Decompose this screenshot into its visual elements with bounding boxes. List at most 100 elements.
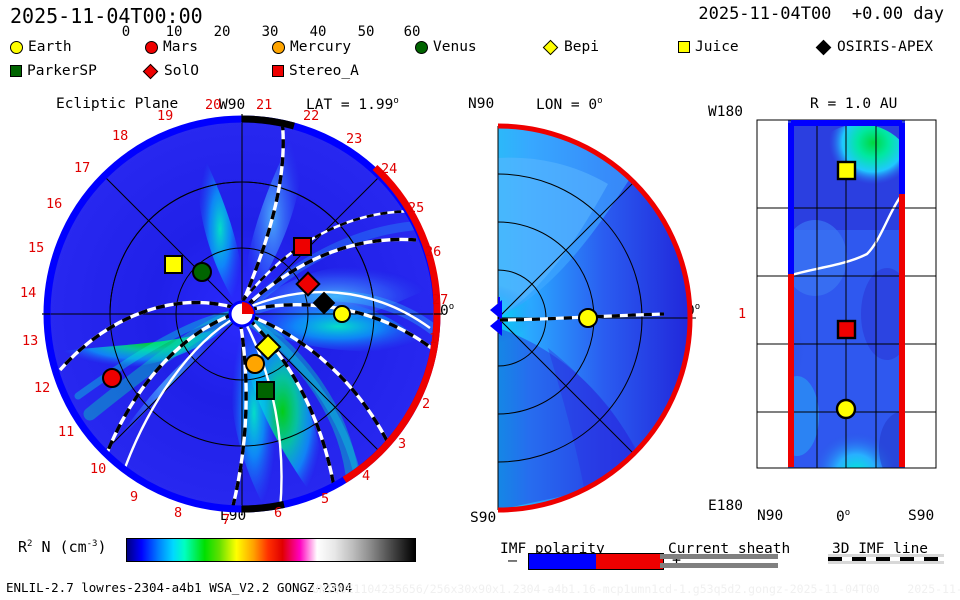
legend-item-venus: Venus xyxy=(415,40,477,54)
mars-marker-icon xyxy=(145,40,158,54)
legend-label: Mercury xyxy=(290,39,352,55)
bepi-marker-icon xyxy=(254,333,282,361)
legend-item-parkersp: ParkerSP xyxy=(10,64,97,78)
legend-item-osiris-apex: OSIRIS-APEX xyxy=(815,39,934,55)
imf-positive-sign: + xyxy=(672,551,682,569)
hour-label-19: 19 xyxy=(157,108,174,124)
colorbar-label-sup2: -3 xyxy=(86,539,98,549)
degree-sign: o xyxy=(448,302,455,312)
panel3-top-left-label: W180 xyxy=(708,104,743,120)
panel1-top-label: W90 xyxy=(219,97,246,113)
panel1-right-label: 0o xyxy=(440,302,454,319)
ecliptic-plane-panel xyxy=(42,114,442,514)
panel1-lat-annotation: LAT = 1.99o xyxy=(306,96,399,113)
legend-label: Earth xyxy=(28,39,72,55)
colorbar-tick-50: 50 xyxy=(357,24,375,40)
one-au-map-plot xyxy=(756,119,937,469)
colorbar-tick-30: 30 xyxy=(261,24,279,40)
panel2-title: LON = 0o xyxy=(536,96,603,113)
hour-label-7: 7 xyxy=(222,512,231,528)
legend-item-solo: SolO xyxy=(142,63,199,79)
osiris-apex-marker-icon xyxy=(312,291,336,315)
hour-label-14: 14 xyxy=(20,285,37,301)
panel2-title-text: LON = 0 xyxy=(536,96,598,113)
mercury-marker-icon xyxy=(272,40,285,54)
legend-label: Bepi xyxy=(564,39,599,55)
earth-marker-icon xyxy=(333,305,351,323)
parkersp-marker-icon xyxy=(256,381,275,400)
solo-marker-icon xyxy=(295,271,321,297)
hour-label-12: 12 xyxy=(34,380,51,396)
polarity-arrow-icon xyxy=(490,300,502,320)
hour-label-2: 2 xyxy=(422,396,431,412)
imf-negative-swatch xyxy=(529,554,596,569)
panel3-xlabel-center-value: 0 xyxy=(836,508,845,525)
solo-marker-icon xyxy=(142,63,159,79)
panel2-top-label: N90 xyxy=(468,96,495,112)
hour-label-8: 8 xyxy=(174,505,183,521)
degree-sign: o xyxy=(393,96,399,106)
legend-label: Mars xyxy=(163,39,198,55)
meridional-plot xyxy=(490,123,696,513)
juice-marker-icon xyxy=(678,41,690,53)
legend-label: OSIRIS-APEX xyxy=(837,39,934,55)
juice-marker-icon xyxy=(164,255,183,274)
venus-marker-icon xyxy=(192,262,212,282)
colorbar-label-main: R xyxy=(18,538,28,556)
osiris-apex-marker-icon xyxy=(815,39,832,55)
hour-label-18: 18 xyxy=(112,128,129,144)
panel1-title: Ecliptic Plane xyxy=(56,96,179,112)
hour-label-3: 3 xyxy=(398,436,407,452)
hour-label-4: 4 xyxy=(362,468,371,484)
colorbar-tick-0: 0 xyxy=(121,24,131,40)
colorbar-label-sup: 2 xyxy=(27,539,33,549)
hour-label-21: 21 xyxy=(256,97,273,113)
hour-label-22: 22 xyxy=(303,108,320,124)
venus-marker-icon xyxy=(415,40,428,54)
imf-line-sample xyxy=(828,551,944,567)
earth-marker-icon xyxy=(835,398,857,420)
imf-positive-swatch xyxy=(596,554,663,569)
meridional-panel xyxy=(488,118,700,518)
panel2-bottom-label: S90 xyxy=(470,510,497,526)
colorbar xyxy=(126,538,416,562)
colorbar-tick-40: 40 xyxy=(309,24,327,40)
panel3-xlabel-n90: N90 xyxy=(757,508,784,524)
legend-label: ParkerSP xyxy=(27,63,97,79)
colorbar-label-close: ) xyxy=(97,538,107,556)
imf-polarity-bar xyxy=(528,553,664,570)
legend-item-mercury: Mercury xyxy=(272,40,351,54)
stereo-a-marker-icon xyxy=(293,237,312,256)
hour-label-17: 17 xyxy=(74,160,91,176)
legend-item-earth: Earth xyxy=(10,40,72,54)
earth-marker-icon xyxy=(578,308,598,328)
hour-label-26: 26 xyxy=(425,244,442,260)
one-au-map-panel xyxy=(755,118,938,470)
panel1-right-value: 0 xyxy=(440,302,449,319)
colorbar-gradient xyxy=(127,539,415,561)
hour-label-9: 9 xyxy=(130,489,139,505)
hour-label-6: 6 xyxy=(274,505,283,521)
stereo-a-marker-icon xyxy=(272,65,284,77)
legend-label: Juice xyxy=(695,39,739,55)
imf-negative-sign: – xyxy=(508,551,518,569)
hour-label-24: 24 xyxy=(381,161,398,177)
stereo-a-marker-icon xyxy=(836,319,857,340)
colorbar-tick-60: 60 xyxy=(403,24,421,40)
legend-item-juice: Juice xyxy=(678,40,739,54)
hour-label-1: 1 xyxy=(429,331,438,347)
panel3-xlabel-center: 0o xyxy=(836,508,850,525)
colorbar-label: R2 N (cm-3) xyxy=(18,538,107,556)
legend-item-bepi: Bepi xyxy=(542,39,599,55)
parkersp-marker-icon xyxy=(10,65,22,77)
mercury-marker-icon xyxy=(245,354,265,374)
hour-label-11: 11 xyxy=(58,424,75,440)
panel3-xlabel-s90: S90 xyxy=(908,508,935,524)
hour-label-25: 25 xyxy=(408,200,425,216)
degree-sign: o xyxy=(597,96,603,106)
hour-label-15: 15 xyxy=(28,240,45,256)
bepi-marker-icon xyxy=(542,39,559,55)
degree-sign: o xyxy=(694,302,701,312)
colorbar-tick-20: 20 xyxy=(213,24,231,40)
